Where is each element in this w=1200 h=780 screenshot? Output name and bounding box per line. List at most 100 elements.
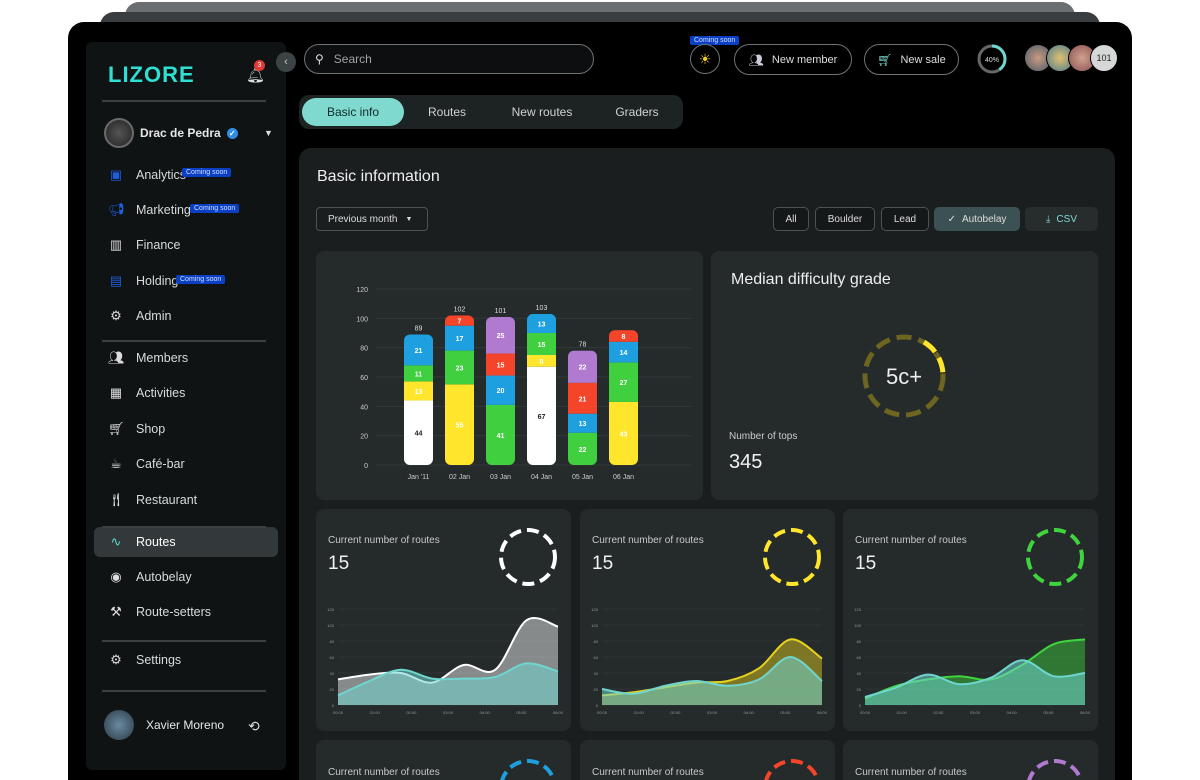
sidebar-item-holding[interactable]: ▤ Holding bbox=[94, 266, 278, 296]
y-tick-label: 120 bbox=[327, 607, 334, 612]
area-secondary bbox=[865, 660, 1085, 705]
bar-total-label: 103 bbox=[536, 305, 548, 312]
route-area-chart: 0 20 40 60 80 100 120 00:00 01:00 02:00 03:00 04:00… bbox=[591, 528, 828, 715]
notification-badge: 3 bbox=[254, 60, 265, 71]
segment-value-label: 8 bbox=[622, 334, 626, 341]
tab-routes[interactable]: Routes bbox=[427, 105, 467, 119]
sidebar-item-autobelay[interactable]: ◉ Autobelay bbox=[94, 562, 278, 592]
bar-segment-red[interactable] bbox=[486, 353, 515, 376]
y-tick-label: 80 bbox=[330, 639, 335, 644]
y-tick-label: 120 bbox=[854, 607, 861, 612]
autobelay-icon: ◉ bbox=[110, 569, 122, 584]
sidebar-item-settings[interactable]: ⚙ Settings bbox=[94, 645, 278, 675]
weather-button[interactable]: ☀ bbox=[690, 44, 720, 74]
tab-bar: Basic info Routes New routes Graders bbox=[299, 95, 683, 129]
tab-new-routes[interactable]: New routes bbox=[511, 105, 573, 119]
bar-segment-blue[interactable] bbox=[445, 325, 474, 351]
new-member-button[interactable]: 👥︎ New member bbox=[734, 44, 852, 75]
bar-segment-white[interactable] bbox=[527, 366, 556, 465]
bar-segment-green[interactable] bbox=[486, 404, 515, 465]
bar-segment-red[interactable] bbox=[445, 315, 474, 326]
avatar[interactable] bbox=[1068, 44, 1096, 72]
tab-graders[interactable]: Graders bbox=[615, 105, 659, 119]
bar-total-label: 101 bbox=[495, 308, 507, 315]
bar-segment-yellow[interactable] bbox=[527, 355, 556, 367]
sync-icon[interactable]: ⟲ bbox=[248, 718, 260, 734]
bar-segment-white[interactable] bbox=[404, 400, 433, 465]
bar-segment-green[interactable] bbox=[527, 333, 556, 355]
collapse-sidebar-button[interactable]: ‹ bbox=[276, 52, 296, 72]
coffee-icon: ☕︎ bbox=[110, 456, 122, 471]
coming-soon-badge: Coming soon bbox=[690, 36, 740, 45]
bar-segment-yellow[interactable] bbox=[445, 384, 474, 465]
bar-segment-purple[interactable] bbox=[486, 316, 515, 354]
more-users-count[interactable]: 101 bbox=[1090, 44, 1118, 72]
filter-autobelay-label: Autobelay bbox=[961, 213, 1007, 225]
divider bbox=[102, 100, 266, 102]
sidebar-item-members[interactable]: 👥︎ Members bbox=[94, 343, 278, 373]
csv-download-button[interactable]: ⤓ CSV bbox=[1025, 207, 1098, 231]
bar-segment-yellow[interactable] bbox=[404, 381, 433, 401]
sidebar-item-analytics[interactable]: ▣ Analytics bbox=[94, 160, 278, 190]
sidebar-item-marketing[interactable]: 📢︎ Marketing bbox=[94, 195, 278, 225]
filter-autobelay[interactable]: ✓ Autobelay bbox=[934, 207, 1020, 231]
bar-segment-blue[interactable] bbox=[568, 413, 597, 433]
segment-value-label: 55 bbox=[456, 423, 464, 430]
sidebar-item-route-setters[interactable]: ⚒ Route-setters bbox=[94, 597, 278, 627]
route-count-label: Current number of routes bbox=[328, 767, 440, 778]
bar-segment-yellow[interactable] bbox=[609, 401, 638, 465]
sidebar-item-caf-bar[interactable]: ☕︎ Café-bar bbox=[94, 449, 278, 479]
filter-all[interactable]: All bbox=[773, 207, 809, 231]
x-tick-label: 05:00 bbox=[516, 710, 527, 715]
bar-segment-blue[interactable] bbox=[609, 341, 638, 363]
segment-value-label: 13 bbox=[415, 389, 423, 396]
dashed-ring bbox=[499, 528, 557, 586]
median-grade-panel: Median difficulty grade 5c+ Number of to… bbox=[711, 251, 1098, 500]
y-tick-label: 100 bbox=[356, 316, 368, 323]
bar-segment-blue[interactable] bbox=[486, 375, 515, 405]
sidebar-item-finance[interactable]: ▥ Finance bbox=[94, 230, 278, 260]
weather-icon: ☀ bbox=[698, 51, 712, 67]
sidebar-item-label: Settings bbox=[136, 653, 182, 667]
sidebar-item-restaurant[interactable]: 🍴︎ Restaurant bbox=[94, 485, 278, 515]
x-tick-label: 03 Jan bbox=[490, 474, 511, 481]
search-input[interactable]: ⚲ Search bbox=[304, 44, 594, 74]
y-tick-label: 60 bbox=[330, 655, 335, 660]
progress-ring: 40% bbox=[977, 44, 1007, 74]
bar-segment-green[interactable] bbox=[445, 350, 474, 385]
bar-segment-red[interactable] bbox=[568, 382, 597, 414]
bar-segment-green[interactable] bbox=[568, 432, 597, 465]
period-dropdown[interactable]: Previous month ▼ bbox=[316, 207, 428, 231]
sidebar-item-activities[interactable]: ▦ Activities bbox=[94, 378, 278, 408]
route-count-label: Current number of routes bbox=[328, 535, 440, 546]
bar-segment-green[interactable] bbox=[609, 362, 638, 402]
y-tick-label: 80 bbox=[857, 639, 862, 644]
segment-value-label: 15 bbox=[538, 342, 546, 349]
bar-segment-blue[interactable] bbox=[404, 334, 433, 366]
new-sale-button[interactable]: 🛒︎ New sale bbox=[864, 44, 959, 75]
route-area-chart bbox=[1027, 759, 1083, 780]
bar-segment-green[interactable] bbox=[404, 365, 433, 382]
chevron-down-icon[interactable]: ▼ bbox=[264, 128, 273, 138]
route-count-value: 15 bbox=[855, 553, 877, 574]
tab-basic-info[interactable]: Basic info bbox=[302, 98, 404, 126]
filter-boulder[interactable]: Boulder bbox=[815, 207, 875, 231]
org-selector[interactable]: Drac de Pedra ✓ bbox=[104, 118, 238, 148]
sidebar-item-admin[interactable]: ⚙ Admin bbox=[94, 301, 278, 331]
sidebar-item-shop[interactable]: 🛒︎ Shop bbox=[94, 414, 278, 444]
y-tick-label: 80 bbox=[594, 639, 599, 644]
bar-stack: 67 8 15 13 bbox=[527, 313, 556, 465]
user-profile[interactable]: Xavier Moreno bbox=[104, 710, 224, 740]
bar-segment-blue[interactable] bbox=[527, 313, 556, 333]
x-tick-label: 06:00 bbox=[1080, 710, 1091, 715]
bar-segment-red[interactable] bbox=[609, 330, 638, 342]
sidebar-item-routes[interactable]: ∿ Routes bbox=[94, 527, 278, 557]
search-icon: ⚲ bbox=[315, 52, 324, 66]
x-tick-label: 02:00 bbox=[406, 710, 417, 715]
routes-icon: ∿ bbox=[110, 534, 122, 549]
team-avatars[interactable]: 101 bbox=[1024, 44, 1118, 72]
filter-lead[interactable]: Lead bbox=[881, 207, 929, 231]
bar-segment-purple[interactable] bbox=[568, 350, 597, 383]
dashed-ring bbox=[764, 759, 820, 780]
bell-icon[interactable]: 🔔︎ 3 bbox=[246, 60, 266, 84]
